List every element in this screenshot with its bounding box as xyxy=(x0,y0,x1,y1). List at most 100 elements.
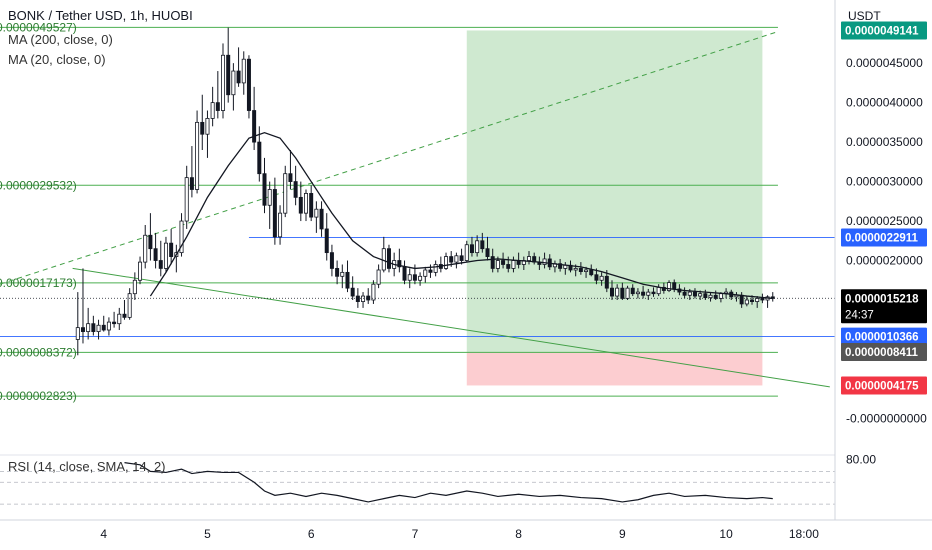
candle-body xyxy=(329,252,334,269)
candle-body xyxy=(620,287,625,299)
candle-body xyxy=(449,256,454,263)
price-badge-text: 0.0000008411 xyxy=(845,347,919,359)
y-tick-label: 0.0000020000 xyxy=(846,254,923,268)
countdown-text: 24:37 xyxy=(845,309,874,321)
candle-body xyxy=(303,193,308,214)
candle-body xyxy=(163,242,168,269)
y-tick-label: 0.0000030000 xyxy=(846,175,923,189)
candle-body xyxy=(615,287,620,297)
candle-body xyxy=(210,102,215,119)
candle-body xyxy=(236,70,241,84)
level-label: (0.0000008372) xyxy=(0,345,77,359)
candle-body xyxy=(386,248,391,269)
candle-body xyxy=(558,263,563,269)
candle-body xyxy=(262,173,267,206)
price-badge xyxy=(841,228,927,247)
candle-body xyxy=(428,269,433,273)
candle-body xyxy=(651,291,656,295)
y-tick-label: 0.0000040000 xyxy=(846,96,923,110)
candle-body xyxy=(252,110,257,143)
candle-body xyxy=(672,282,677,290)
candle-body xyxy=(91,323,96,332)
level-label: (0.0000017173) xyxy=(0,276,77,290)
candle-body xyxy=(656,286,661,295)
price-badge-text: 0.0000010366 xyxy=(845,332,919,344)
horizontal-levels: (0.0000049527) (0.0000029532) (0.000001717… xyxy=(0,20,835,403)
price-badge xyxy=(841,343,927,362)
rsi-scale-label: 80.00 xyxy=(846,452,876,466)
candle-body xyxy=(418,275,423,281)
candle-body xyxy=(138,261,143,281)
candle-body xyxy=(682,291,687,296)
price-badge-text: 0.0000022911 xyxy=(845,233,919,245)
price-badges: 0.0000049141 0.0000022911 0.0000015218 24:3… xyxy=(841,21,927,395)
candle-body xyxy=(718,293,723,299)
candle-body xyxy=(423,269,428,277)
candle-body xyxy=(371,283,376,301)
candle-body xyxy=(215,102,220,111)
price-badge-text: 0.0000015218 xyxy=(845,293,919,305)
candle-body xyxy=(122,313,127,318)
candle-body xyxy=(542,258,547,265)
rsi-label[interactable]: RSI (14, close, SMA, 14, 2) xyxy=(8,459,166,474)
candle-body xyxy=(750,299,755,302)
candle-body xyxy=(635,291,640,295)
candle-body xyxy=(459,255,464,261)
candle-body xyxy=(433,264,438,273)
candle-body xyxy=(112,321,117,325)
candle-body xyxy=(361,295,366,302)
candle-body xyxy=(298,196,303,214)
candle-body xyxy=(257,141,262,175)
candle-body xyxy=(609,287,614,297)
candle-body xyxy=(630,287,635,295)
candle-body xyxy=(335,268,340,277)
candle-body xyxy=(278,212,283,238)
candle-body xyxy=(221,54,226,111)
candle-body xyxy=(345,271,350,289)
ma200-label[interactable]: MA (200, close, 0) xyxy=(8,32,113,47)
candle-body xyxy=(412,274,417,281)
candle-body xyxy=(272,189,277,238)
candle-body xyxy=(444,256,449,269)
position-zones xyxy=(466,30,763,386)
candle-body xyxy=(132,279,137,295)
candle-body xyxy=(511,260,516,269)
symbol-title: BONK / Tether USD, 1h, HUOBI xyxy=(8,8,193,23)
candle-body xyxy=(246,58,251,111)
candle-body xyxy=(293,181,298,198)
candle-body xyxy=(573,268,578,271)
price-badge-text: 0.0000049141 xyxy=(845,25,919,37)
candle-body xyxy=(117,313,122,325)
y-tick-label: 0.0000045000 xyxy=(846,56,923,70)
candle-body xyxy=(454,255,459,263)
candle-body xyxy=(169,242,174,257)
candle-body xyxy=(205,118,210,135)
y-tick-label: 0.0000025000 xyxy=(846,214,923,228)
y-axis-bg xyxy=(836,0,932,550)
candle-body xyxy=(599,275,604,281)
candle-body xyxy=(646,291,651,296)
x-tick-label: 8 xyxy=(515,527,522,541)
candle-body xyxy=(309,193,314,218)
candle-body xyxy=(407,274,412,281)
candle-body xyxy=(86,323,91,332)
candles xyxy=(75,27,775,356)
level-label: (0.0000029532) xyxy=(0,178,77,192)
candle-body xyxy=(195,121,200,190)
candle-body xyxy=(739,294,744,305)
candle-body xyxy=(506,264,511,269)
candle-body xyxy=(350,287,355,297)
ma20-label[interactable]: MA (20, close, 0) xyxy=(8,52,106,67)
trendline xyxy=(0,31,779,285)
axis-unit: USDT xyxy=(848,9,881,23)
candle-body xyxy=(708,294,713,299)
candle-body xyxy=(324,228,329,254)
candle-body xyxy=(226,54,231,96)
candle-body xyxy=(127,293,132,318)
y-tick-label: -0.0000000000 xyxy=(846,411,927,425)
candle-body xyxy=(490,256,495,269)
rsi-pane xyxy=(0,454,835,505)
level-label: (0.0000049527) xyxy=(0,20,77,34)
candle-body xyxy=(101,324,106,331)
